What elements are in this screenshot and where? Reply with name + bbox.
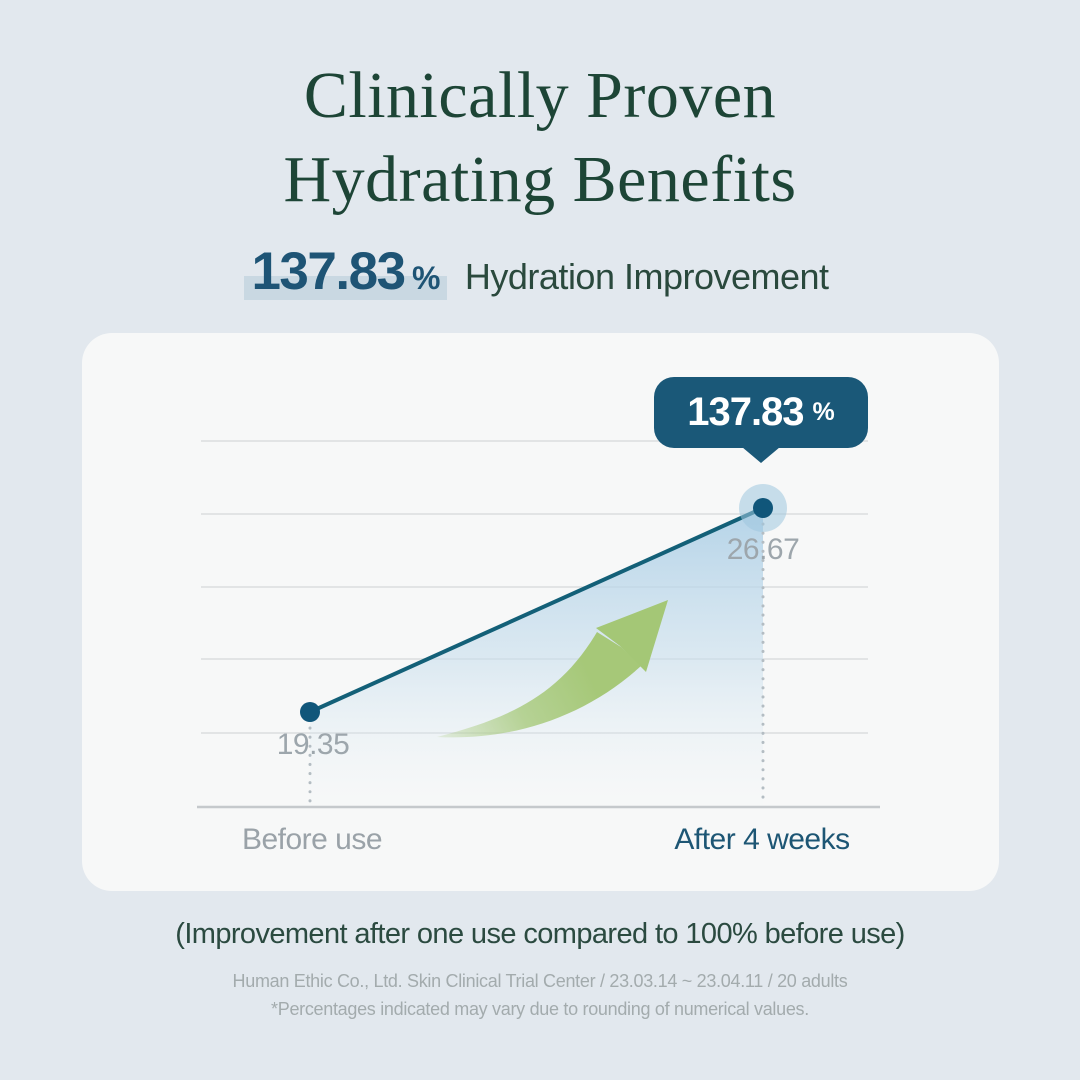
footer-disclaimer: *Percentages indicated may vary due to r…	[271, 999, 809, 1019]
value-label-after: 26.67	[726, 533, 800, 566]
x-label-before-use: Before use	[241, 823, 383, 856]
stat-label: Hydration Improvement	[464, 256, 829, 297]
x-label-after-4-weeks: After 4 weeks	[674, 823, 850, 856]
stat-percent-sign: %	[412, 260, 441, 296]
page-title: Clinically Proven Hydrating Benefits	[0, 54, 1080, 222]
headline-stat: 137.83 % Hydration Improvement	[0, 241, 1080, 302]
callout-badge: 137.83 %	[654, 377, 868, 448]
value-label-before: 19.35	[276, 728, 350, 761]
footer-caption: (Improvement after one use compared to 1…	[175, 918, 905, 950]
headline-stat-number-wrap: 137.83 %	[244, 241, 448, 302]
page-title-line1: Clinically Proven	[303, 59, 777, 132]
page-title-line2: Hydrating Benefits	[283, 143, 797, 216]
footer-source: Human Ethic Co., Ltd. Skin Clinical Tria…	[232, 971, 848, 991]
stat-value: 137.83	[251, 242, 406, 301]
stat-highlight-bar	[244, 276, 448, 300]
badge-value: 137.83	[687, 390, 804, 434]
badge-percent-sign: %	[812, 398, 835, 426]
